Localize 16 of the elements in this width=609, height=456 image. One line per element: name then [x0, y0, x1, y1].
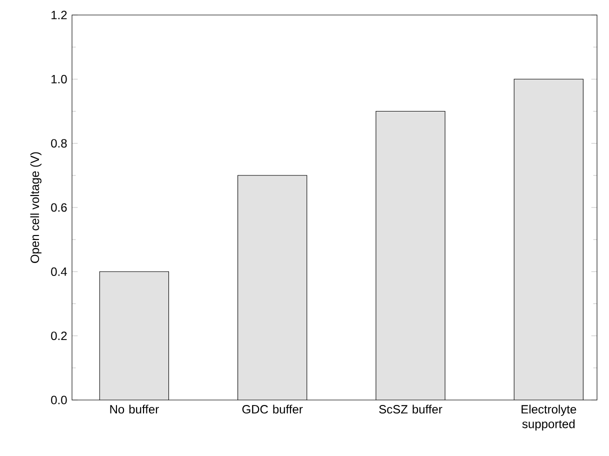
y-axis-title: Open cell voltage (V) — [30, 152, 42, 263]
bar — [238, 175, 308, 400]
x-tick-label: GDC buffer — [242, 404, 303, 414]
y-tick-label: 1.0 — [52, 74, 67, 84]
bar — [99, 271, 169, 400]
bar — [376, 110, 446, 400]
bar — [514, 78, 584, 400]
x-tick-label: No buffer — [110, 404, 159, 414]
x-tick-label: ScSZ buffer — [379, 404, 442, 414]
y-tick-label: 0.0 — [51, 396, 67, 404]
y-tick-label: 0.6 — [51, 203, 67, 212]
y-tick-label: 0.4 — [51, 267, 67, 276]
y-tick-label: 0.8 — [51, 139, 67, 148]
x-tick-label: Electrolyte supported — [522, 404, 576, 431]
y-tick-label: 0.2 — [51, 332, 67, 340]
y-tick-label: 1.2 — [52, 10, 67, 20]
